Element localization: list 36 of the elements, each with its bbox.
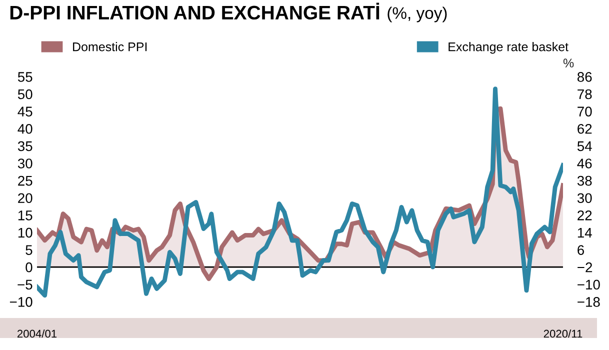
x-tick-label: 2004/01 [17, 329, 57, 338]
legend-label: Exchange rate basket [448, 42, 568, 54]
y2-tick-label: 70 [578, 106, 592, 116]
y2-tick-label: −18 [578, 297, 600, 307]
y2-tick-label: −2 [578, 262, 592, 272]
y2-tick-label: 46 [577, 158, 592, 168]
y2-tick-label: 62 [578, 124, 592, 134]
y-tick-label: 25 [18, 176, 32, 186]
y2-tick-label: 54 [577, 141, 592, 152]
y2-tick-label: 86 [577, 72, 592, 82]
y2-axis-title: % [563, 58, 574, 68]
y-tick-label: 55 [18, 72, 32, 82]
y2-tick-label: 38 [577, 176, 592, 186]
y-tick-label: 15 [18, 210, 32, 220]
y2-tick-label: 30 [577, 193, 592, 204]
chart-title: D-PPI INFLATION AND EXCHANGE RATİ [10, 2, 380, 20]
line-series [37, 86, 563, 298]
y-tick-label: −5 [18, 280, 32, 290]
y-tick-label: 45 [18, 106, 32, 116]
y-tick-label: 40 [18, 124, 32, 134]
y-tick-label: 5 [26, 245, 32, 255]
y-tick-label: 0 [26, 262, 32, 272]
y2-tick-label: −10 [578, 280, 600, 290]
chart-subtitle: (%, yoy) [388, 6, 447, 22]
y-tick-label: 35 [18, 141, 32, 152]
y-tick-label: 20 [18, 193, 32, 204]
y2-tick-label: 78 [578, 89, 592, 100]
y2-tick-label: 6 [578, 245, 584, 255]
y2-tick-label: 14 [578, 228, 592, 238]
y-tick-label: 10 [18, 228, 32, 238]
x-tick-label: 2020/11 [544, 329, 582, 338]
y2-tick-label: 22 [578, 210, 592, 220]
y-tick-label: 50 [18, 89, 32, 100]
y-tick-label: 30 [18, 158, 32, 168]
legend-label: Domestic PPI [73, 42, 147, 52]
y-tick-label: −10 [10, 297, 32, 307]
